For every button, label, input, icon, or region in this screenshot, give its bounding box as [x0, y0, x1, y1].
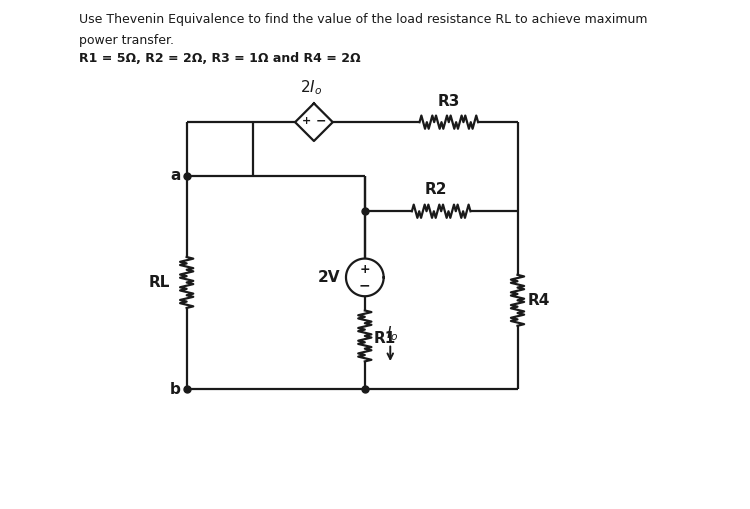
Text: power transfer.: power transfer. [79, 34, 174, 47]
Text: $I_o$: $I_o$ [386, 324, 399, 343]
Text: R3: R3 [437, 95, 460, 109]
Text: 2V: 2V [317, 270, 340, 285]
Text: a: a [170, 168, 181, 183]
Text: R1 = 5Ω, R2 = 2Ω, R3 = 1Ω and R4 = 2Ω: R1 = 5Ω, R2 = 2Ω, R3 = 1Ω and R4 = 2Ω [79, 52, 360, 66]
Text: b: b [170, 382, 181, 397]
Text: −: − [316, 114, 326, 127]
Text: R4: R4 [528, 293, 550, 308]
Text: R1: R1 [374, 331, 396, 346]
Text: Use Thevenin Equivalence to find the value of the load resistance RL to achieve : Use Thevenin Equivalence to find the val… [79, 13, 647, 26]
Text: RL: RL [149, 275, 170, 290]
Text: −: − [359, 278, 370, 292]
Text: +: + [302, 116, 311, 126]
Text: +: + [359, 263, 370, 276]
Text: $2I_o$: $2I_o$ [300, 78, 322, 97]
Text: R2: R2 [424, 182, 447, 197]
